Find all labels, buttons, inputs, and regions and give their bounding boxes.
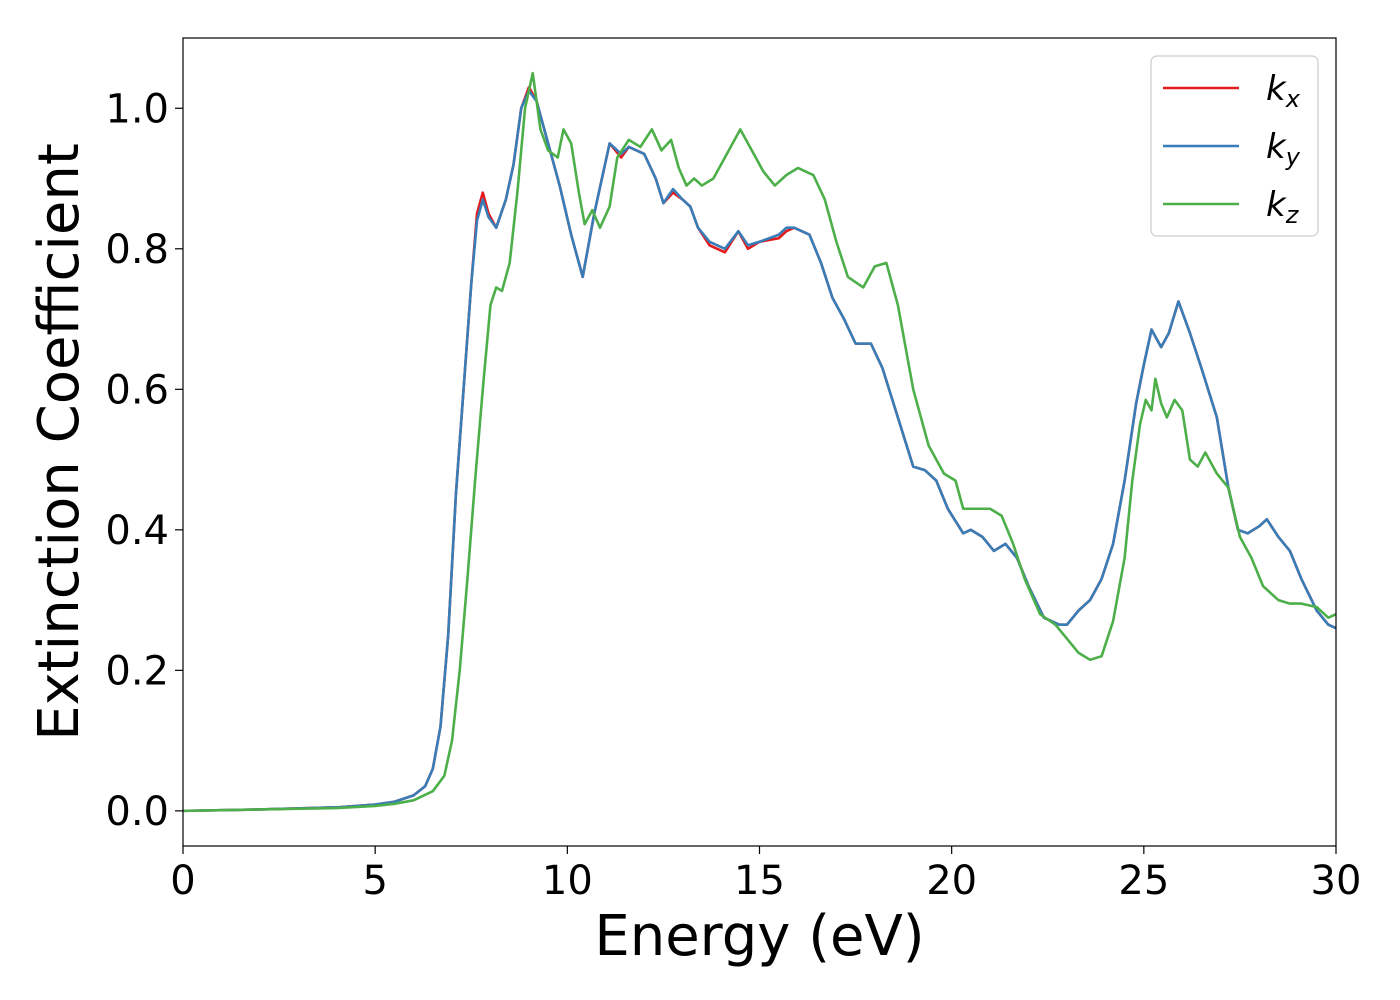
y-axis: 0.0 0.2 0.4 0.6 0.8 1.0: [105, 86, 183, 835]
x-tick-label: 15: [734, 858, 785, 904]
x-tick-label: 5: [362, 858, 387, 904]
y-tick-label: 0.2: [105, 648, 169, 694]
y-tick-label: 0.6: [105, 367, 169, 413]
series-line-z: [183, 71, 1336, 813]
x-tick-label: 0: [170, 858, 195, 904]
y-tick-label: 1.0: [105, 86, 169, 132]
y-tick-label: 0.8: [105, 227, 169, 273]
series-line-y: [183, 89, 1336, 813]
y-axis-title: Extinction Coefficient: [27, 143, 92, 741]
y-tick-label: 0.4: [105, 508, 169, 554]
y-tick-label: 0.0: [105, 789, 169, 835]
legend-label-y: ky: [1266, 127, 1301, 171]
legend-label-x: kx: [1266, 69, 1301, 113]
x-tick-label: 20: [926, 858, 977, 904]
x-tick-label: 25: [1118, 858, 1169, 904]
x-tick-label: 30: [1311, 858, 1362, 904]
series-lines: [183, 71, 1336, 813]
legend: kx ky kz: [1150, 55, 1319, 237]
legend-label-z: kz: [1266, 185, 1300, 229]
x-tick-label: 10: [542, 858, 593, 904]
x-axis: 0 5 10 15 20 25 30: [170, 846, 1361, 904]
x-axis-title: Energy (eV): [594, 904, 924, 969]
